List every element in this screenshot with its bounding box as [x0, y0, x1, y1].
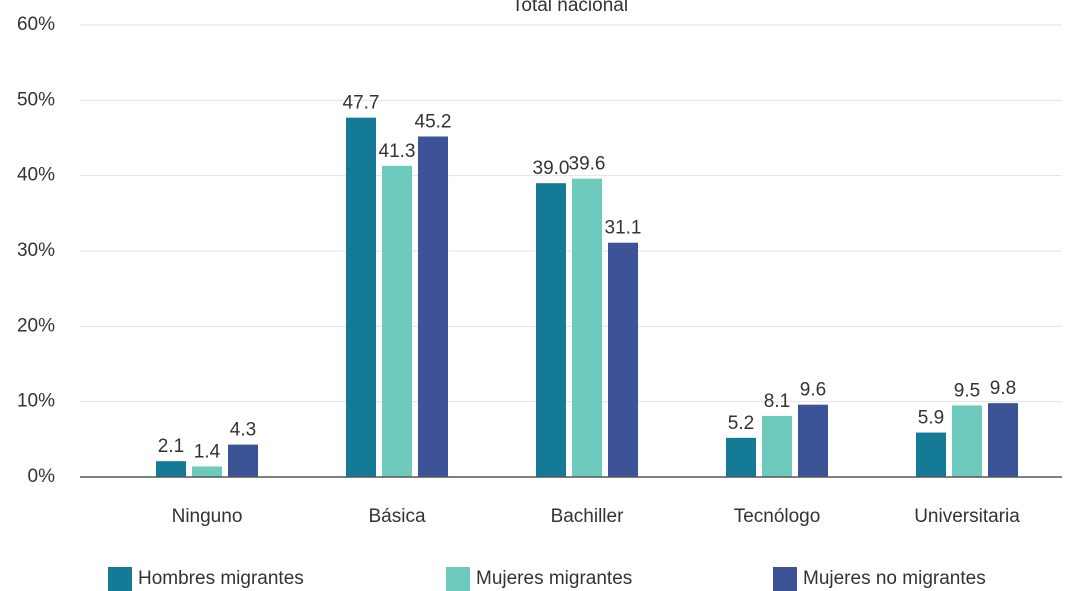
data-label: 5.9 [918, 408, 944, 429]
x-tick-label: Básica [368, 506, 425, 527]
bar [228, 444, 258, 477]
data-label: 9.6 [800, 380, 826, 401]
data-label: 2.1 [158, 436, 184, 457]
bar [346, 117, 376, 477]
legend-label: Hombres migrantes [138, 568, 304, 589]
bar [192, 466, 222, 477]
data-label: 8.1 [764, 391, 790, 412]
y-tick-label: 20% [17, 315, 55, 336]
y-tick-label: 60% [17, 14, 55, 35]
legend-swatch [446, 567, 470, 591]
data-label: 4.3 [230, 420, 256, 441]
data-label: 5.2 [728, 413, 754, 434]
bar [382, 165, 412, 477]
y-tick-label: 30% [17, 240, 55, 261]
legend-swatch [773, 567, 797, 591]
x-tick-label: Universitaria [914, 506, 1020, 527]
bar [988, 403, 1018, 477]
legend-label: Mujeres migrantes [476, 568, 632, 589]
x-tick-label: Tecnólogo [734, 506, 821, 527]
data-label: 45.2 [415, 112, 452, 133]
data-label: 39.6 [569, 154, 606, 175]
bar [536, 183, 566, 477]
x-tick-label: Ninguno [172, 506, 243, 527]
bar [762, 415, 792, 477]
bar [418, 136, 448, 477]
x-tick-label: Bachiller [551, 506, 625, 527]
data-label: 41.3 [379, 141, 416, 162]
chart-title: Total nacional [512, 0, 628, 16]
bar [726, 437, 756, 477]
bar [798, 404, 828, 477]
y-tick-label: 40% [17, 165, 55, 186]
bar [156, 461, 186, 477]
data-label: 39.0 [533, 158, 570, 179]
data-label: 9.8 [990, 378, 1016, 399]
bar [916, 432, 946, 477]
y-tick-label: 50% [17, 89, 55, 110]
data-label: 47.7 [343, 93, 380, 114]
legend-swatch [108, 567, 132, 591]
data-label: 31.1 [605, 218, 642, 239]
bar [572, 178, 602, 477]
data-label: 9.5 [954, 380, 980, 401]
data-label: 1.4 [194, 441, 221, 462]
y-tick-label: 0% [28, 466, 56, 487]
bar [952, 405, 982, 477]
bar [608, 242, 638, 477]
y-tick-label: 10% [17, 391, 55, 412]
legend-label: Mujeres no migrantes [803, 568, 986, 589]
